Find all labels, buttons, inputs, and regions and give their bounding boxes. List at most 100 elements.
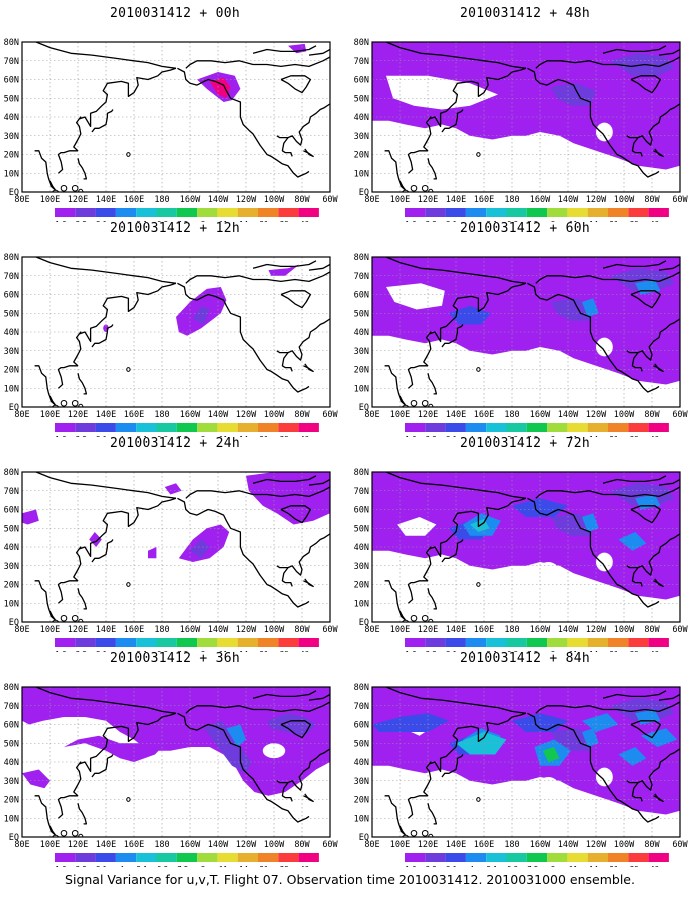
lon-tick-label: 60W — [322, 195, 338, 205]
lon-tick-label: 80W — [644, 410, 660, 420]
lon-tick-label: 160W — [530, 840, 551, 850]
lon-tick-label: 80W — [644, 840, 660, 850]
colorbar-swatch — [197, 423, 218, 432]
lat-tick-label: 20N — [354, 151, 369, 161]
lon-tick-label: 120W — [236, 840, 257, 850]
colorbar-swatch — [55, 853, 76, 862]
colorbar-label: 4 — [470, 435, 475, 437]
colorbar-swatch — [298, 423, 319, 432]
colorbar-label: 40 — [300, 865, 309, 867]
colorbar-label: 3.1 — [96, 650, 107, 652]
colorbar-swatch — [445, 423, 466, 432]
colorbar-label: 4 — [470, 865, 475, 867]
colorbar-swatch — [587, 638, 608, 647]
colorbar-label: 3.1 — [96, 865, 107, 867]
lat-tick-label: 30N — [354, 347, 369, 357]
colorbar-label: 3.1 — [96, 220, 107, 222]
colorbar-label: 5.1 — [487, 865, 498, 867]
colorbar-label: 29 — [630, 865, 639, 867]
colorbar-label: 6.3 — [507, 435, 518, 437]
colorbar-swatch — [75, 208, 96, 217]
lon-tick-label: 120W — [236, 195, 257, 205]
lon-tick-label: 140E — [446, 625, 466, 635]
variance-patch — [582, 298, 599, 317]
colorbar-label: 6.3 — [507, 220, 518, 222]
colorbar-label: 14 — [239, 650, 248, 652]
gap — [538, 777, 559, 792]
colorbar-label: 2.2 — [76, 220, 87, 222]
lat-tick-label: 60N — [4, 721, 19, 731]
colorbar-swatch — [405, 638, 426, 647]
map-panel-p24: 2010031412 + 24h 80N 70N 60N 50N 40N 30N 20N 10N… — [0, 430, 350, 652]
colorbar-label: 7.5 — [177, 220, 188, 222]
variance-patch — [190, 539, 210, 559]
coastlines — [384, 257, 680, 407]
colorbar-label: 14 — [589, 435, 598, 437]
lon-tick-label: 100E — [390, 195, 410, 205]
lat-tick-label: 30N — [354, 132, 369, 142]
colorbar-label: 21 — [260, 435, 269, 437]
lon-tick-label: 120E — [68, 410, 88, 420]
lat-tick-label: 30N — [354, 562, 369, 572]
lon-tick-label: 180 — [504, 840, 519, 850]
lat-lon-grid — [22, 42, 330, 192]
colorbar-swatch — [298, 208, 319, 217]
lat-tick-label: EQ — [9, 618, 19, 628]
map-frame — [21, 686, 331, 838]
colorbar: 1.6 2.2 3.1 4 5.1 6.3 7.5 9 11 14 21 29 40 — [55, 423, 319, 437]
variance-patch — [226, 724, 246, 747]
map-panel-p84: 2010031412 + 84h 80N 70N 60N 50N 40N 30N 20N 10N… — [350, 645, 700, 867]
colorbar-label: 7.5 — [527, 435, 538, 437]
colorbar-swatch — [176, 638, 198, 647]
lon-tick-label: 100W — [614, 840, 635, 850]
colorbar-swatch — [547, 638, 568, 647]
colorbar-swatch — [217, 638, 238, 647]
variance-shading — [103, 264, 300, 336]
lat-tick-label: 80N — [4, 468, 19, 478]
lat-tick-label: 20N — [4, 366, 19, 376]
lon-tick-label: 140W — [208, 410, 229, 420]
colorbar-swatch — [136, 638, 157, 647]
variance-patch — [618, 532, 647, 551]
panel-title: 2010031412 + 24h — [109, 436, 241, 451]
colorbar-swatch — [486, 638, 507, 647]
colorbar-swatch — [405, 208, 426, 217]
lon-tick-label: 180 — [154, 840, 169, 850]
lon-tick-label: 140E — [446, 195, 466, 205]
colorbar-label: 7.5 — [177, 865, 188, 867]
colorbar-label: 40 — [650, 865, 659, 867]
colorbar-label: 1.6 — [405, 220, 417, 222]
coastlines — [34, 42, 330, 192]
colorbar-label: 21 — [610, 220, 619, 222]
gap — [397, 517, 437, 536]
colorbar-label: 4 — [470, 220, 475, 222]
colorbar-label: 3.1 — [96, 435, 107, 437]
colorbar-label: 9 — [201, 650, 205, 652]
colorbar-swatch — [115, 423, 137, 432]
colorbar-label: 7.5 — [177, 650, 188, 652]
lat-tick-label: EQ — [359, 403, 369, 413]
colorbar-label: 2.2 — [426, 435, 437, 437]
variance-patch — [22, 769, 50, 789]
colorbar-swatch — [506, 423, 527, 432]
colorbar-swatch — [628, 853, 649, 862]
colorbar-swatch — [425, 208, 446, 217]
colorbar-swatch — [465, 853, 487, 862]
lat-tick-label: 10N — [354, 599, 369, 609]
gap — [596, 122, 613, 142]
lon-tick-label: 100W — [614, 195, 635, 205]
colorbar-label: 5.1 — [137, 435, 148, 437]
lon-tick-label: 120E — [68, 625, 88, 635]
colorbar-label: 40 — [650, 650, 659, 652]
colorbar-swatch — [176, 208, 198, 217]
lon-tick-label: 80E — [14, 625, 29, 635]
variance-patch — [192, 305, 210, 325]
lat-tick-label: 70N — [4, 487, 19, 497]
lon-tick-label: 120W — [586, 625, 607, 635]
colorbar-swatch — [75, 638, 96, 647]
lon-tick-label: 160W — [180, 625, 201, 635]
gap — [538, 562, 559, 577]
lon-tick-label: 80W — [294, 625, 310, 635]
